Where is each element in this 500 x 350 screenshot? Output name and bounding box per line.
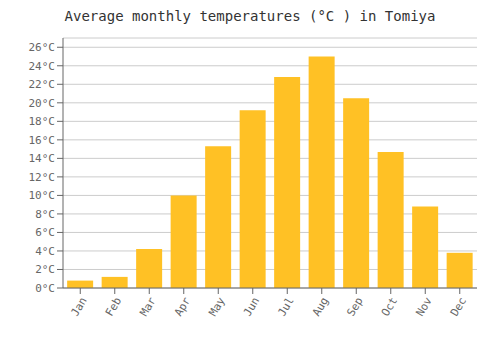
svg-text:Jul: Jul: [275, 295, 296, 319]
html-text:Average monthly temperatures (: Average monthly temperatures (°C ) in To…: [64, 8, 436, 24]
svg-text:Jun: Jun: [241, 295, 262, 319]
svg-text:12°C: 12°C: [29, 171, 56, 184]
svg-text:Aug: Aug: [310, 295, 331, 319]
svg-text:24°C: 24°C: [29, 60, 56, 73]
svg-text:4°C: 4°C: [35, 245, 55, 258]
svg-text:2°C: 2°C: [35, 263, 55, 276]
svg-text:20°C: 20°C: [29, 97, 56, 110]
svg-text:Mar: Mar: [137, 295, 158, 319]
svg-text:10°C: 10°C: [29, 189, 56, 202]
svg-text:Dec: Dec: [448, 295, 469, 319]
svg-text:Apr: Apr: [172, 295, 193, 319]
svg-text:0°C: 0°C: [35, 282, 55, 295]
svg-text:26°C: 26°C: [29, 41, 56, 54]
svg-text:Oct: Oct: [379, 295, 400, 319]
svg-text:Nov: Nov: [413, 295, 434, 319]
svg-text:14°C: 14°C: [29, 152, 56, 165]
svg-text:Feb: Feb: [103, 295, 124, 319]
svg-text:8°C: 8°C: [35, 208, 55, 221]
svg-text:16°C: 16°C: [29, 134, 56, 147]
svg-text:22°C: 22°C: [29, 78, 56, 91]
svg-text:May: May: [206, 295, 227, 319]
svg-text:6°C: 6°C: [35, 226, 55, 239]
svg-text:Jan: Jan: [68, 295, 89, 319]
svg-text:Sep: Sep: [344, 295, 365, 319]
svg-text:18°C: 18°C: [29, 115, 56, 128]
